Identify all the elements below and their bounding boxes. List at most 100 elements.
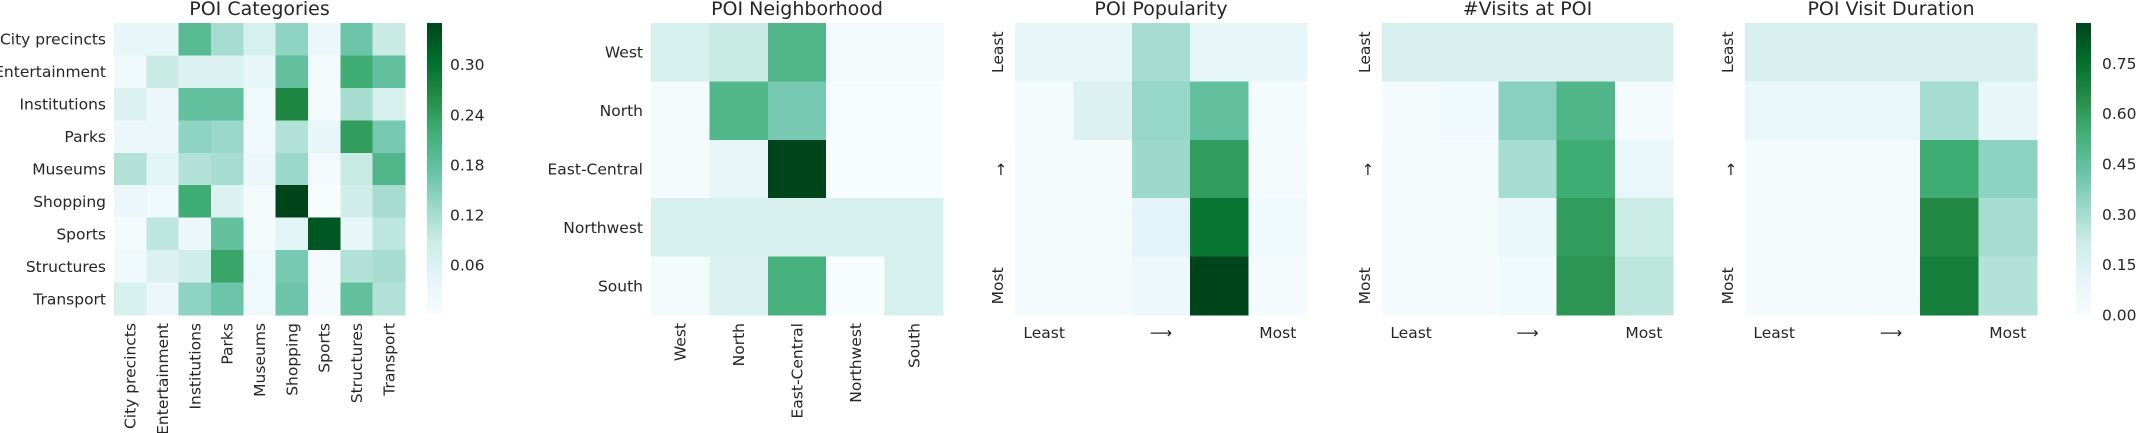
heatmap-cell	[340, 55, 374, 89]
heatmap-cell	[1614, 81, 1674, 141]
y-axis-least-label: Least	[1719, 31, 1737, 73]
heatmap-cell	[1248, 81, 1308, 141]
colorbar-tick-label: 0.06	[450, 256, 485, 274]
heatmap-cell	[1745, 23, 1804, 82]
x-axis-arrow-icon: ⟶	[1516, 324, 1538, 342]
heatmap-cell	[1978, 256, 2038, 316]
colorbar-tick-label: 0.24	[450, 106, 485, 124]
heatmap-cell	[767, 198, 827, 258]
colorbar-left: 0.06 0.12 0.18 0.24 0.30	[427, 23, 485, 315]
heatmap-cell	[1015, 139, 1074, 199]
heatmap-cell	[1248, 139, 1308, 199]
heatmap-cell	[709, 198, 769, 258]
heatmap-cell	[1861, 256, 1921, 316]
heatmap-cell	[1015, 198, 1074, 258]
heatmap-cell	[1861, 198, 1921, 258]
heatmap-cell	[1920, 81, 1980, 141]
colorbar-tick-label: 0.60	[2102, 105, 2136, 123]
x-axis-most-label: Most	[1259, 324, 1296, 342]
heatmap-cell	[826, 23, 886, 82]
heatmap-cell	[1614, 23, 1674, 82]
heatmap-cell	[308, 282, 341, 316]
heatmap-cell	[211, 87, 244, 121]
heatmap-cell	[1015, 81, 1074, 141]
heatmap-cell	[1190, 256, 1250, 316]
heatmap-cell	[709, 23, 769, 82]
heatmap-cell	[146, 23, 180, 57]
heatmap-cell	[1978, 81, 2038, 141]
heatmap-cell	[1920, 256, 1980, 316]
heatmap-cell	[114, 23, 147, 57]
y-tick-label: Entertainment	[0, 63, 106, 81]
heatmap-cell	[146, 185, 180, 219]
heatmap-cell	[1556, 256, 1616, 316]
y-tick-label: East-Central	[548, 161, 643, 179]
heatmap-cell	[340, 120, 374, 154]
heatmap-cell	[308, 152, 341, 186]
y-tick-label: Transport	[32, 290, 106, 308]
heatmap-cell	[340, 185, 374, 219]
heatmap-cell	[146, 120, 180, 154]
heatmap-cell	[651, 256, 710, 316]
y-axis-arrow-icon: ↑	[1725, 161, 1738, 179]
heatmap-cell	[1190, 139, 1250, 199]
heatmap-cell	[1440, 256, 1499, 316]
heatmap-cell	[1440, 23, 1499, 82]
heatmap-cell	[1440, 139, 1499, 199]
heatmap-cell	[243, 282, 277, 316]
heatmap-cell	[146, 87, 180, 121]
heatmap-cell	[372, 120, 406, 154]
heatmap-cell	[1073, 139, 1133, 199]
heatmap-cell	[1978, 198, 2038, 258]
heatmap-cell	[114, 185, 147, 219]
heatmap-cell	[1745, 139, 1804, 199]
y-tick-label: Institutions	[19, 96, 106, 114]
heatmap-cell	[1614, 198, 1674, 258]
heatmap-cell	[1131, 256, 1191, 316]
heatmap-cell	[275, 23, 309, 57]
heatmap-cell	[114, 87, 147, 121]
y-axis-most-label: Most	[1356, 267, 1374, 304]
heatmap-panel-categories: POI Categories City precincts Entertainmen…	[0, 0, 406, 433]
heatmap-cell	[308, 185, 341, 219]
y-axis-arrow-icon: ↑	[995, 161, 1008, 179]
colorbar-tick-label: 0.18	[450, 156, 485, 174]
heatmap-cell	[884, 198, 944, 258]
heatmap-cell	[211, 185, 244, 219]
x-tick-label: City precincts	[122, 323, 140, 429]
heatmap-cell	[1498, 198, 1558, 258]
heatmap-cell	[1440, 198, 1499, 258]
heatmap-cell	[243, 55, 277, 89]
heatmap-cell	[308, 120, 341, 154]
x-tick-label: Northwest	[847, 323, 865, 403]
heatmap-cell	[178, 120, 212, 154]
heatmap-cell	[1920, 198, 1980, 258]
colorbar-tick-label: 0.15	[2102, 256, 2136, 274]
heatmap-cell	[211, 120, 244, 154]
heatmap-cell	[308, 250, 341, 284]
x-tick-label: Structures	[348, 323, 366, 403]
heatmap-cell	[1556, 139, 1616, 199]
heatmap-cell	[884, 256, 944, 316]
heatmap-cell	[178, 23, 212, 57]
y-tick-label: Northwest	[563, 219, 643, 237]
heatmap-cell	[340, 282, 374, 316]
heatmap-cell	[1073, 81, 1133, 141]
heatmap-cell	[308, 87, 341, 121]
heatmap-cell	[243, 120, 277, 154]
heatmap-cell	[1190, 198, 1250, 258]
colorbar-right: 0.00 0.15 0.30 0.45 0.60 0.75	[2076, 23, 2136, 325]
heatmap-cell	[275, 55, 309, 89]
y-axis-most-label: Most	[1719, 267, 1737, 304]
panel-title: POI Neighborhood	[711, 0, 883, 20]
heatmap-cell	[275, 87, 309, 121]
heatmap-cell	[651, 139, 710, 199]
heatmap-panel-duration: POI Visit Duration Least ⟶ Most Least ↑ Most	[1719, 0, 2038, 342]
heatmap-cell	[1920, 139, 1980, 199]
heatmap-cell	[372, 87, 406, 121]
y-axis-least-label: Least	[1356, 31, 1374, 73]
heatmap-cell	[1015, 256, 1074, 316]
heatmap-cell	[372, 250, 406, 284]
x-tick-label: Museums	[251, 323, 269, 397]
